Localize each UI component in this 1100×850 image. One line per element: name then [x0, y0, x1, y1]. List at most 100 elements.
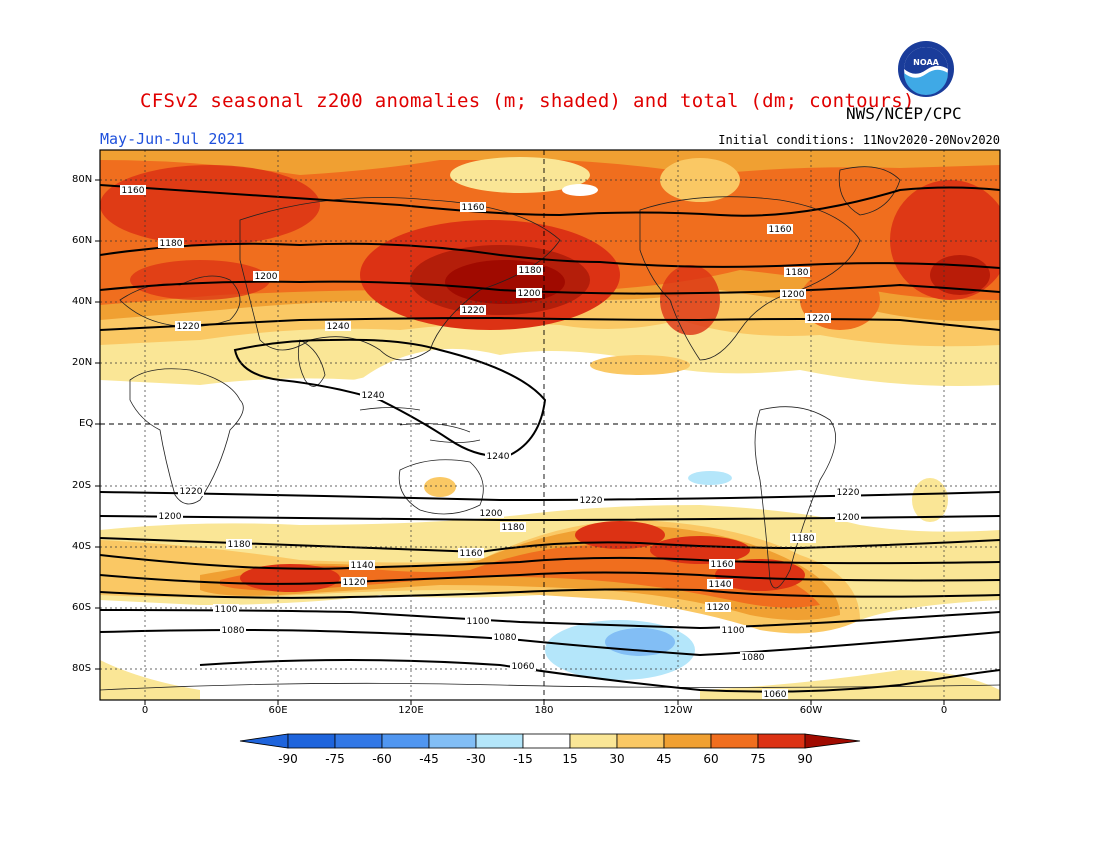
- svg-text:1180: 1180: [519, 266, 542, 276]
- contour-label: 1100: [720, 625, 746, 636]
- svg-text:1180: 1180: [502, 523, 525, 533]
- lon-label: 0: [141, 705, 149, 716]
- contour-label: 1240: [325, 321, 351, 332]
- svg-text:1200: 1200: [159, 512, 182, 522]
- contour-label: 1180: [500, 522, 526, 533]
- colorbar-swatch: [663, 733, 712, 749]
- contour-label: 1240: [485, 451, 511, 462]
- svg-text:1240: 1240: [362, 391, 385, 401]
- contour-label: 1120: [705, 602, 731, 613]
- contour-label: 1140: [707, 579, 733, 590]
- colorbar-arrow-right: [804, 733, 861, 749]
- lon-label: 120E: [398, 705, 424, 716]
- svg-text:1220: 1220: [462, 306, 485, 316]
- svg-text:1180: 1180: [160, 239, 183, 249]
- lon-label: 60W: [799, 705, 823, 716]
- contour-label: 1220: [835, 487, 861, 498]
- contour-label: 1180: [158, 238, 184, 249]
- contour-label: 1160: [120, 185, 146, 196]
- lat-label: 20N: [72, 357, 93, 368]
- svg-text:1080: 1080: [742, 653, 765, 663]
- map-frame: [99, 149, 1001, 701]
- contour-label: 1160: [460, 202, 486, 213]
- colorbar-swatch: [757, 733, 806, 749]
- colorbar-label: -90: [278, 752, 298, 766]
- svg-text:1120: 1120: [343, 578, 366, 588]
- contour-label: 1080: [220, 625, 246, 636]
- contour-label: 1120: [341, 577, 367, 588]
- svg-text:1120: 1120: [707, 603, 730, 613]
- colorbar-label: 30: [609, 752, 625, 766]
- svg-text:1180: 1180: [228, 540, 251, 550]
- contour-label: 1200: [835, 512, 861, 523]
- contour-label: 1220: [175, 321, 201, 332]
- contour-label: 1220: [178, 486, 204, 497]
- contour-label: 1140: [349, 560, 375, 571]
- lat-label: EQ: [79, 418, 94, 429]
- svg-text:1080: 1080: [494, 633, 517, 643]
- colorbar-label: -15: [513, 752, 533, 766]
- map-title: CFSv2 seasonal z200 anomalies (m; shaded…: [140, 90, 915, 112]
- svg-text:1160: 1160: [122, 186, 145, 196]
- lon-label: 0: [940, 705, 948, 716]
- agency-label: NWS/NCEP/CPC: [846, 104, 962, 123]
- colorbar-label: -60: [372, 752, 392, 766]
- forecast-period: May-Jun-Jul 2021: [100, 130, 245, 148]
- colorbar-swatch: [569, 733, 618, 749]
- colorbar-label: 45: [656, 752, 672, 766]
- contour-label: 1220: [460, 305, 486, 316]
- svg-text:1080: 1080: [222, 626, 245, 636]
- lat-label: 60N: [72, 235, 93, 246]
- colorbar-label: -75: [325, 752, 345, 766]
- colorbar-swatch: [710, 733, 759, 749]
- svg-text:1160: 1160: [711, 560, 734, 570]
- svg-text:1200: 1200: [255, 272, 278, 282]
- lon-label: 180: [534, 705, 554, 716]
- contour-label: 1200: [157, 511, 183, 522]
- svg-text:1220: 1220: [807, 314, 830, 324]
- colorbar-swatch: [381, 733, 430, 749]
- svg-text:1220: 1220: [180, 487, 203, 497]
- svg-text:1180: 1180: [786, 268, 809, 278]
- svg-text:1200: 1200: [782, 290, 805, 300]
- svg-text:1220: 1220: [177, 322, 200, 332]
- svg-text:1160: 1160: [769, 225, 792, 235]
- colorbar-arrow-left: [239, 733, 289, 749]
- contour-label: 1220: [578, 495, 604, 506]
- svg-text:1240: 1240: [487, 452, 510, 462]
- anomaly-shading: [100, 150, 1000, 700]
- noaa-logo: NOAA: [898, 41, 954, 97]
- contour-label: 1100: [465, 616, 491, 627]
- colorbar-label: 90: [797, 752, 813, 766]
- svg-text:1140: 1140: [709, 580, 732, 590]
- svg-text:1160: 1160: [462, 203, 485, 213]
- lon-label: 120W: [663, 705, 693, 716]
- contour-label: 1060: [762, 689, 788, 700]
- contour-label: 1220: [805, 313, 831, 324]
- svg-text:1180: 1180: [792, 534, 815, 544]
- svg-text:1140: 1140: [351, 561, 374, 571]
- svg-text:1060: 1060: [512, 662, 535, 672]
- lat-label: 40S: [72, 541, 92, 552]
- contour-label: 1080: [740, 652, 766, 663]
- lat-label: 80S: [72, 663, 92, 674]
- colorbar-swatch: [616, 733, 665, 749]
- svg-text:1200: 1200: [518, 289, 541, 299]
- contour-label: 1200: [253, 271, 279, 282]
- svg-text:1100: 1100: [215, 605, 238, 615]
- svg-text:1200: 1200: [480, 509, 503, 519]
- contour-label: 1160: [458, 548, 484, 559]
- contour-label: 1160: [709, 559, 735, 570]
- colorbar-label: 15: [562, 752, 578, 766]
- contour-label: 1060: [510, 661, 536, 672]
- svg-text:1060: 1060: [764, 690, 787, 700]
- colorbar-swatch: [287, 733, 336, 749]
- colorbar-swatch: [334, 733, 383, 749]
- contour-label: 1180: [517, 265, 543, 276]
- svg-text:1240: 1240: [327, 322, 350, 332]
- contour-label: 1200: [780, 289, 806, 300]
- contour-label: 1240: [360, 390, 386, 401]
- svg-text:NOAA: NOAA: [913, 58, 939, 67]
- lat-label: 20S: [72, 480, 92, 491]
